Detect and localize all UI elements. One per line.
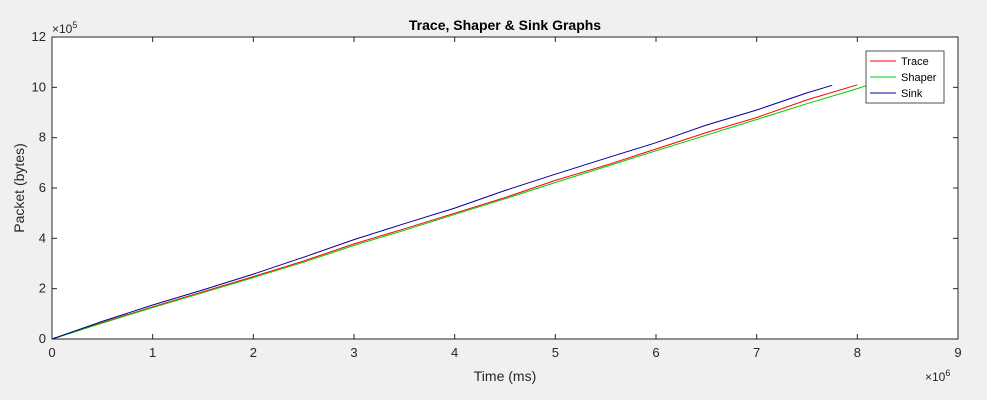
- y-tick-label: 2: [39, 281, 46, 296]
- x-tick-label: 3: [350, 345, 357, 360]
- y-tick-label: 8: [39, 130, 46, 145]
- x-tick-label: 8: [854, 345, 861, 360]
- series-line-sink: [51, 84, 833, 340]
- x-tick-label: 4: [451, 345, 458, 360]
- x-tick-label: 1: [149, 345, 156, 360]
- x-axis-label: Time (ms): [474, 368, 536, 384]
- y-axis-label: Packet (bytes): [11, 143, 27, 232]
- series-line-trace: [51, 84, 858, 340]
- y-tick-label: 4: [39, 230, 46, 245]
- x-tick-label: 7: [753, 345, 760, 360]
- y-tick-label: 10: [32, 79, 46, 94]
- legend-label-shaper: Shaper: [901, 72, 937, 84]
- x-tick-label: 6: [652, 345, 659, 360]
- chart-title: Trace, Shaper & Sink Graphs: [409, 17, 601, 33]
- y-tick-label: 0: [39, 331, 46, 346]
- x-tick-label: 5: [552, 345, 559, 360]
- y-tick-label: 12: [32, 29, 46, 44]
- legend-label-sink: Sink: [901, 88, 923, 100]
- legend: Trace Shaper Sink: [865, 50, 945, 104]
- series-line-shaper: [51, 84, 868, 340]
- legend-label-trace: Trace: [901, 56, 929, 68]
- x-tick-label: 9: [954, 345, 961, 360]
- plot-area: [51, 36, 959, 340]
- x-tick-label: 2: [250, 345, 257, 360]
- y-tick-label: 6: [39, 180, 46, 195]
- lines-layer: [51, 84, 868, 340]
- x-multiplier: ×106: [925, 368, 950, 384]
- y-multiplier: ×105: [52, 20, 77, 36]
- x-tick-label: 0: [48, 345, 55, 360]
